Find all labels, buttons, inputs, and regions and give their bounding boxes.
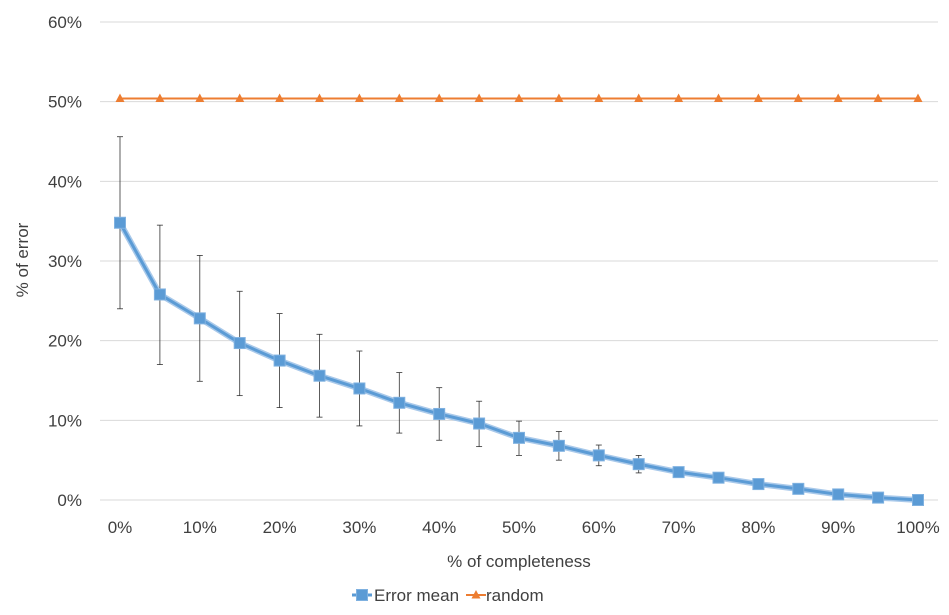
data-point [433,407,446,420]
legend-label: random [486,586,544,605]
data-point [632,458,645,471]
data-point [115,93,125,102]
legend-marker [471,590,481,599]
data-point [315,93,324,102]
x-tick-label: 60% [582,518,616,537]
data-point [592,449,605,462]
data-point [273,354,286,367]
data-point [674,93,684,102]
data-point [195,93,205,102]
data-point [153,288,166,301]
x-tick-label: 20% [263,518,297,537]
data-point [833,93,843,102]
y-tick-label: 0% [57,491,82,510]
error-bars [117,136,921,501]
series-random [115,93,923,102]
data-point [712,471,725,484]
data-point [913,93,923,102]
data-point [353,382,366,395]
series-error-mean [114,216,924,506]
y-tick-label: 20% [48,332,82,351]
data-point [394,93,404,102]
data-point [873,93,883,102]
x-axis-tick-labels: 0% 10% 20% 30% 40% 50% 60% 70% 80% 90% 100% [108,518,940,537]
data-point [832,488,845,501]
data-point [552,439,565,452]
series-lines [114,93,924,506]
data-point [514,93,524,102]
x-tick-label: 10% [183,518,217,537]
legend-label: Error mean [374,586,459,605]
legend: Error mean random [352,586,544,605]
legend-entry: random [466,586,544,605]
data-point [434,93,444,102]
data-point [554,93,564,102]
data-point [275,93,285,102]
data-point [672,466,685,479]
x-tick-label: 100% [896,518,939,537]
x-tick-label: 0% [108,518,133,537]
data-point [872,491,885,504]
data-point [474,93,484,102]
x-tick-label: 80% [741,518,775,537]
data-point [313,369,326,382]
y-tick-label: 40% [48,172,82,191]
legend-entry: Error mean [352,586,459,605]
data-point [912,494,924,506]
data-point [235,93,245,102]
data-point [114,216,126,229]
data-point [193,312,206,325]
data-point [752,478,765,491]
x-tick-label: 40% [422,518,456,537]
data-point [354,93,364,102]
x-tick-label: 30% [342,518,376,537]
data-point [793,93,803,102]
data-point [634,93,644,102]
y-tick-label: 60% [48,13,82,32]
data-point [792,482,805,495]
x-axis-title: % of completeness [447,552,591,571]
data-point [233,337,246,350]
data-point [155,93,165,102]
data-point [714,93,723,102]
y-tick-label: 30% [48,252,82,271]
data-point [473,417,486,430]
data-point [594,93,604,102]
y-axis-title: % of error [13,222,32,297]
y-axis-tick-labels: 0% 10% 20% 30% 40% 50% 60% [48,13,82,510]
data-point [393,396,406,409]
data-point [513,431,525,444]
y-tick-label: 50% [48,93,82,112]
data-point [753,93,763,102]
legend-marker [356,589,368,601]
x-tick-label: 50% [502,518,536,537]
x-tick-label: 70% [662,518,696,537]
x-tick-label: 90% [821,518,855,537]
y-tick-label: 10% [48,411,82,430]
